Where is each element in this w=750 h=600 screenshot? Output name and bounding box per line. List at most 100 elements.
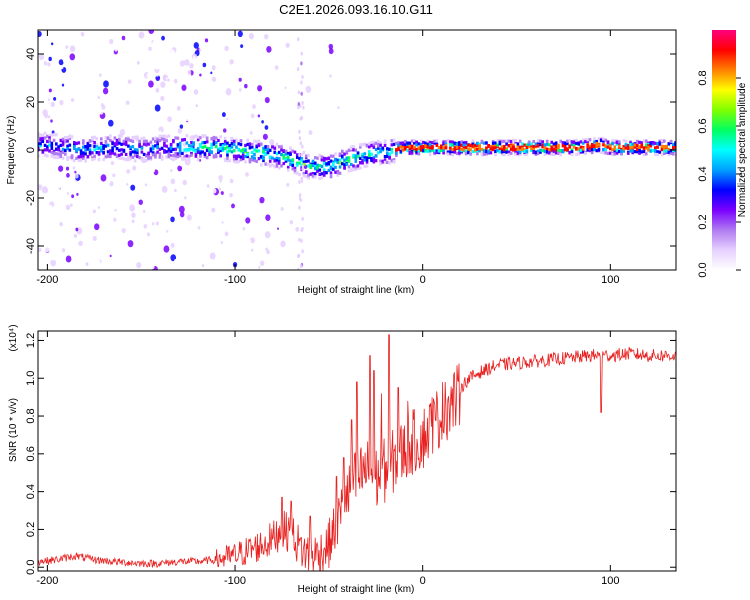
heatmap-cell xyxy=(178,141,182,145)
heatmap-cell xyxy=(151,153,155,157)
heatmap-cell xyxy=(117,79,122,85)
heatmap-cell xyxy=(532,144,535,149)
heatmap-cell xyxy=(284,152,288,156)
heatmap-cell xyxy=(433,149,436,153)
heatmap-cell xyxy=(449,143,452,147)
heatmap-cell xyxy=(80,31,85,37)
heatmap-cell xyxy=(257,149,261,153)
heatmap-cell xyxy=(87,221,90,226)
heatmap-cell xyxy=(638,145,641,149)
heatmap-cell xyxy=(123,203,127,208)
heatmap-cell xyxy=(352,153,355,158)
heatmap-cell xyxy=(570,148,574,152)
heatmap-cell xyxy=(75,156,78,160)
heatmap-cell xyxy=(554,144,558,149)
heatmap-cell xyxy=(124,137,128,141)
heatmap-cell xyxy=(102,131,106,135)
heatmap-cell xyxy=(268,155,272,159)
heatmap-cell xyxy=(199,151,202,155)
heatmap-cell xyxy=(363,156,367,160)
heatmap-cell xyxy=(184,77,190,84)
heatmap-cell xyxy=(446,150,450,154)
heatmap-cell xyxy=(395,141,398,145)
heatmap-cell xyxy=(368,145,371,149)
heatmap-cell xyxy=(451,148,454,152)
heatmap-cell xyxy=(295,171,299,175)
heatmap-cell xyxy=(298,129,301,134)
heatmap-cell xyxy=(63,30,68,34)
heatmap-cell xyxy=(70,155,74,160)
heatmap-cell xyxy=(231,203,235,209)
heatmap-cell xyxy=(480,140,484,144)
heatmap-cell xyxy=(308,130,313,136)
heatmap-cell xyxy=(572,140,576,144)
heatmap-cell xyxy=(102,157,105,162)
heatmap-cell xyxy=(64,140,67,144)
heatmap-cell xyxy=(379,147,382,151)
heatmap-cell xyxy=(361,142,364,147)
heatmap-cell xyxy=(570,140,574,144)
heatmap-cell xyxy=(449,150,452,154)
heatmap-cell xyxy=(219,154,222,158)
heatmap-cell xyxy=(368,153,371,157)
heatmap-cell xyxy=(329,154,333,158)
heatmap-cell xyxy=(143,224,148,229)
heatmap-cell xyxy=(356,166,360,171)
heatmap-cell xyxy=(633,149,637,154)
heatmap-cell xyxy=(238,56,244,63)
heatmap-cell xyxy=(338,165,342,169)
heatmap-cell xyxy=(329,167,333,171)
heatmap-cell xyxy=(471,139,475,143)
heatmap-cell xyxy=(280,240,286,248)
heatmap-cell xyxy=(656,150,659,154)
heatmap-cell xyxy=(50,119,53,123)
heatmap-cell xyxy=(579,140,583,144)
heatmap-cell xyxy=(275,156,279,160)
heatmap-cell xyxy=(401,148,405,152)
heatmap-cell xyxy=(509,151,513,155)
heatmap-cell xyxy=(275,107,281,115)
heatmap-cell xyxy=(301,216,304,221)
heatmap-cell xyxy=(118,153,121,157)
heatmap-cell xyxy=(491,146,495,150)
heatmap-cell xyxy=(195,104,199,108)
heatmap-cell xyxy=(259,196,265,204)
heatmap-cell xyxy=(500,150,504,154)
heatmap-cell xyxy=(136,136,139,140)
heatmap-cell xyxy=(347,159,351,163)
heatmap-cell xyxy=(96,90,100,95)
heatmap-cell xyxy=(453,150,457,154)
heatmap-cell xyxy=(277,166,281,170)
heatmap-cell xyxy=(66,156,69,160)
snr-y-axis: 0.00.20.40.60.81.01.2 xyxy=(25,333,676,575)
heatmap-cell xyxy=(91,151,94,155)
heatmap-cell xyxy=(206,184,210,188)
heatmap-cell xyxy=(244,154,247,159)
heatmap-cell xyxy=(199,154,202,158)
heatmap-cell xyxy=(395,153,398,157)
heatmap-cell xyxy=(182,103,187,108)
heatmap-cell xyxy=(152,40,158,48)
heatmap-cell xyxy=(365,160,369,164)
heatmap-cell xyxy=(471,149,475,154)
heatmap-cell xyxy=(163,134,166,138)
heatmap-cell xyxy=(61,140,65,144)
heatmap-cell xyxy=(131,219,135,224)
heatmap-cell xyxy=(144,31,148,35)
heatmap-cell xyxy=(79,152,83,156)
heatmap-cell xyxy=(210,142,213,146)
heatmap-cell xyxy=(640,150,644,154)
heatmap-cell xyxy=(40,96,44,101)
heatmap-cell xyxy=(156,30,160,35)
heatmap-cell xyxy=(131,139,135,144)
heatmap-cell xyxy=(65,255,72,263)
heatmap-cell xyxy=(289,162,292,166)
heatmap-cell xyxy=(422,140,425,145)
heatmap-cell xyxy=(255,159,259,164)
heatmap-cell xyxy=(433,139,436,143)
heatmap-cell xyxy=(313,156,317,160)
heatmap-cell xyxy=(173,259,178,264)
heatmap-cell xyxy=(347,148,351,152)
heatmap-cell xyxy=(223,142,227,146)
heatmap-cell xyxy=(473,146,477,150)
